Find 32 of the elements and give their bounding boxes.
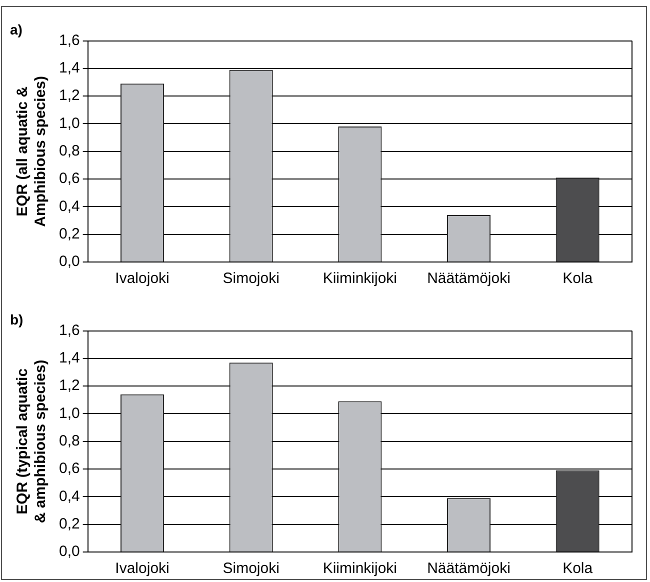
x-tick-label: Näätämöjoki xyxy=(427,270,510,288)
x-tick-label: Simojoki xyxy=(222,560,280,578)
y-tick-label: 0,0 xyxy=(58,253,80,270)
y-tick-label: 0,0 xyxy=(58,543,80,560)
chart-title: b) xyxy=(10,311,24,328)
y-tick-label: 1,6 xyxy=(58,32,80,49)
y-tick-label: 1,4 xyxy=(58,60,80,77)
chart-title: a) xyxy=(10,21,22,38)
y-tick-label: 0,4 xyxy=(58,488,80,505)
y-tick-label: 1,2 xyxy=(58,87,80,104)
x-tick-label: Kiiminkijoki xyxy=(322,270,398,288)
y-tick-label: 0,4 xyxy=(58,198,80,215)
y-axis-title: EQR (typical aquatic & amphibious species) xyxy=(14,360,50,524)
y-tick-label: 1,0 xyxy=(58,114,80,132)
x-tick-label: Ivalojoki xyxy=(115,560,170,578)
y-axis-title: EQR (all aquatic & Amphibious species) xyxy=(14,76,50,227)
x-tick-label: Kola xyxy=(562,270,594,288)
y-tick-label: 1,6 xyxy=(58,322,80,339)
y-tick-label: 0,8 xyxy=(58,142,80,160)
x-tick-label: Kola xyxy=(562,560,594,578)
x-tick-label: Ivalojoki xyxy=(115,270,170,288)
y-tick-label: 1,0 xyxy=(58,404,80,422)
y-tick-label: 1,2 xyxy=(58,377,80,394)
y-tick-label: 0,2 xyxy=(58,225,80,242)
y-tick-label: 0,6 xyxy=(58,170,80,188)
y-tick-label: 0,6 xyxy=(58,460,80,478)
x-tick-label: Kiiminkijoki xyxy=(322,560,398,578)
y-tick-label: 0,2 xyxy=(58,515,80,532)
y-tick-label: 0,8 xyxy=(58,432,80,450)
y-tick-label: 1,4 xyxy=(58,350,80,367)
x-tick-label: Simojoki xyxy=(222,270,280,288)
x-tick-label: Näätämöjoki xyxy=(427,560,510,578)
